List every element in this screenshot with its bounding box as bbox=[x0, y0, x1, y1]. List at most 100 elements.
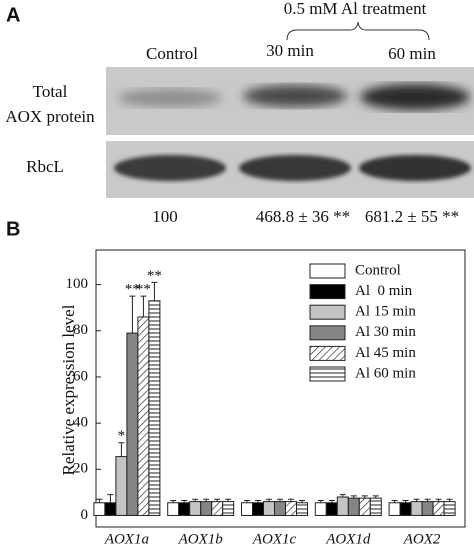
significance: ** bbox=[147, 268, 162, 284]
bar bbox=[211, 501, 224, 516]
x-tick-label: AOX2 bbox=[403, 531, 441, 546]
bar bbox=[222, 501, 235, 516]
error-bar bbox=[372, 495, 379, 499]
error-bar bbox=[288, 498, 294, 502]
legend-label: Control bbox=[355, 262, 401, 278]
error-bar bbox=[350, 495, 357, 499]
error-bar bbox=[266, 498, 272, 502]
y-tick-label: 20 bbox=[73, 461, 88, 477]
significance: ** bbox=[125, 282, 140, 298]
bar bbox=[399, 502, 412, 516]
error-bar bbox=[170, 499, 177, 503]
error-bar bbox=[402, 499, 409, 503]
error-bar bbox=[244, 499, 250, 503]
bar bbox=[148, 300, 161, 516]
bar bbox=[443, 501, 456, 516]
bar bbox=[200, 501, 213, 516]
row-label: AOX protein bbox=[5, 107, 95, 126]
bar bbox=[274, 501, 286, 516]
bar bbox=[421, 501, 434, 516]
y-tick-label: 0 bbox=[81, 507, 89, 523]
x-tick-label: AOX1a bbox=[104, 531, 149, 546]
panel-label: A bbox=[6, 4, 20, 26]
legend-swatch bbox=[309, 263, 346, 279]
x-tick-label: AOX1c bbox=[252, 531, 297, 546]
blot bbox=[106, 67, 474, 198]
error-bar bbox=[181, 499, 188, 503]
y-axis-label: Relative expression level bbox=[59, 304, 78, 475]
error-bar bbox=[107, 494, 114, 503]
significance: * bbox=[118, 428, 126, 444]
error-bar bbox=[328, 499, 335, 503]
y-tick-label: 60 bbox=[73, 368, 88, 384]
brace bbox=[286, 21, 430, 41]
bar bbox=[137, 316, 150, 516]
error-bar bbox=[435, 498, 442, 502]
bar bbox=[178, 502, 191, 516]
error-bar bbox=[277, 498, 283, 502]
legend-label: Al 0 min bbox=[355, 283, 413, 299]
bar bbox=[263, 501, 275, 516]
legend-label: Al 60 min bbox=[355, 365, 416, 381]
error-bar bbox=[255, 499, 261, 503]
bar bbox=[388, 502, 401, 516]
legend-swatch bbox=[309, 284, 346, 300]
bar bbox=[325, 502, 338, 516]
error-bar bbox=[391, 499, 398, 503]
legend-swatch bbox=[309, 304, 346, 320]
bar bbox=[115, 456, 128, 516]
error-bar bbox=[96, 498, 103, 503]
error-bar bbox=[129, 295, 136, 334]
bar bbox=[358, 497, 371, 516]
bar bbox=[104, 502, 117, 516]
significance: ** bbox=[136, 282, 151, 298]
quantification: 100 bbox=[152, 207, 178, 226]
y-tick-label: 100 bbox=[66, 276, 89, 292]
bar bbox=[314, 502, 327, 516]
error-bar bbox=[361, 495, 368, 499]
bar bbox=[241, 502, 253, 516]
error-bar bbox=[214, 498, 221, 502]
lane-label: 30 min bbox=[266, 41, 314, 60]
error-bar bbox=[299, 499, 305, 503]
error-bar bbox=[118, 442, 125, 457]
bar bbox=[432, 501, 445, 516]
bar bbox=[347, 497, 360, 516]
legend-label: Al 30 min bbox=[355, 324, 416, 340]
error-bar bbox=[225, 498, 232, 502]
bar bbox=[336, 496, 349, 516]
lane-label: Control bbox=[146, 44, 198, 63]
x-tick-label: AOX1b bbox=[178, 531, 224, 546]
legend-swatch bbox=[309, 325, 346, 341]
error-bar bbox=[192, 498, 199, 502]
error-bar bbox=[413, 498, 420, 502]
legend-label: Al 45 min bbox=[355, 345, 416, 361]
bar bbox=[126, 332, 139, 516]
row-label: RbcL bbox=[26, 157, 64, 176]
error-bar bbox=[140, 295, 147, 317]
bar bbox=[189, 501, 202, 516]
bar bbox=[369, 497, 382, 516]
error-bar bbox=[446, 498, 453, 502]
bar bbox=[410, 501, 423, 516]
plot-frame bbox=[95, 249, 466, 528]
error-bar bbox=[424, 498, 431, 502]
legend-swatch bbox=[309, 345, 346, 361]
y-tick-label: 80 bbox=[73, 322, 88, 338]
legend-swatch bbox=[309, 366, 346, 382]
panel-label: B bbox=[6, 218, 20, 240]
bar bbox=[93, 502, 106, 516]
x-tick-label: AOX1d bbox=[325, 531, 371, 546]
bar bbox=[285, 501, 297, 516]
error-bar bbox=[317, 499, 324, 503]
bar bbox=[296, 502, 308, 516]
bar bbox=[252, 502, 264, 516]
quantification: 468.8 ± 36 ** bbox=[256, 207, 350, 226]
lane-label: 60 min bbox=[388, 44, 436, 63]
quantification: 681.2 ± 55 ** bbox=[365, 207, 459, 226]
error-bar bbox=[203, 498, 210, 502]
error-bar bbox=[151, 281, 158, 301]
treatment-label: 0.5 mM Al treatment bbox=[284, 0, 427, 18]
row-label: Total bbox=[33, 82, 68, 101]
